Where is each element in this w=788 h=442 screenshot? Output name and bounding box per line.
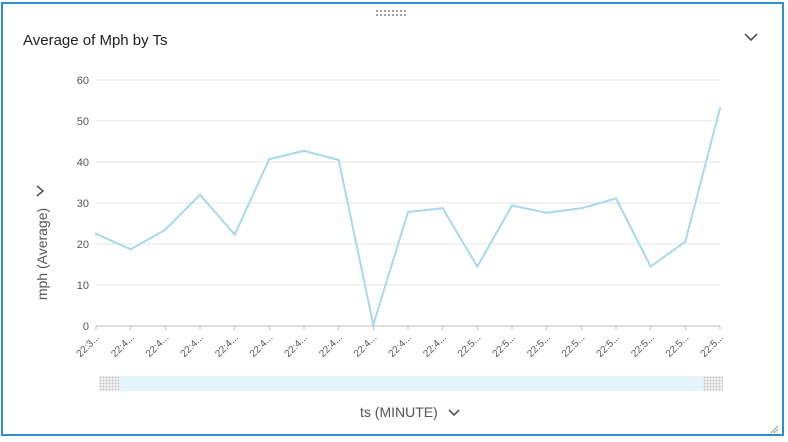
y-tick-label: 30 bbox=[77, 198, 89, 210]
data-point bbox=[302, 149, 306, 153]
x-tick-label: 22:5... bbox=[664, 332, 691, 359]
data-point bbox=[718, 107, 722, 110]
x-tick-label: 22:5... bbox=[560, 332, 587, 359]
x-tick-label: 22:5... bbox=[699, 332, 726, 359]
y-tick-label: 0 bbox=[83, 321, 89, 333]
x-tick-label: 22:4... bbox=[213, 332, 240, 359]
chevron-down-icon[interactable] bbox=[741, 29, 761, 45]
x-tick-label: 22:4... bbox=[109, 332, 136, 359]
data-point bbox=[476, 265, 479, 268]
x-tick-label: 22:3... bbox=[75, 332, 102, 359]
x-tick-label: 22:4... bbox=[387, 332, 414, 359]
x-tick-label: 22:4... bbox=[317, 332, 344, 359]
x-tick-label: 22:4... bbox=[421, 332, 448, 359]
chart-title: Average of Mph by Ts bbox=[23, 32, 168, 49]
y-axis-title[interactable]: mph (Average) bbox=[34, 207, 50, 301]
data-point bbox=[268, 157, 271, 161]
data-point bbox=[545, 211, 548, 215]
chevron-down-icon[interactable] bbox=[445, 406, 463, 420]
data-point bbox=[94, 232, 98, 235]
data-point bbox=[684, 240, 687, 243]
x-tick-label: 22:4... bbox=[248, 332, 275, 359]
data-point bbox=[372, 323, 375, 326]
x-tick-label: 22:5... bbox=[525, 332, 552, 359]
chart-panel: Average of Mph by Ts 0 10 20 30 40 50 60 22:3..… bbox=[1, 2, 784, 436]
data-point bbox=[337, 158, 340, 162]
data-point bbox=[614, 197, 618, 200]
x-tick-label: 22:4... bbox=[352, 332, 379, 359]
x-axis-title[interactable]: ts (MINUTE) bbox=[360, 404, 438, 420]
y-tick-label: 60 bbox=[77, 75, 89, 87]
x-tick-label: 22:5... bbox=[491, 332, 518, 359]
scrollbar-right-handle[interactable] bbox=[703, 376, 723, 391]
x-tick-label: 22:5... bbox=[456, 332, 483, 359]
x-tick-label: 22:4... bbox=[179, 332, 206, 359]
data-point bbox=[233, 233, 236, 236]
data-point bbox=[406, 210, 410, 214]
x-tick-label: 22:5... bbox=[629, 332, 656, 359]
x-tick-label: 22:5... bbox=[595, 332, 622, 359]
chevron-right-icon[interactable] bbox=[33, 182, 47, 200]
x-tick-label: 22:4... bbox=[144, 332, 171, 359]
data-point bbox=[198, 193, 202, 196]
y-tick-label: 40 bbox=[77, 157, 89, 169]
scrollbar-thumb[interactable] bbox=[119, 376, 703, 391]
scrollbar-left-handle[interactable] bbox=[99, 376, 119, 391]
data-point bbox=[649, 265, 652, 268]
y-tick-label: 10 bbox=[77, 280, 89, 292]
data-point bbox=[441, 207, 444, 210]
x-axis-scrollbar[interactable] bbox=[99, 376, 723, 391]
data-point bbox=[129, 248, 132, 251]
line-chart: 0 10 20 30 40 50 60 22:3... 22:4... 22:4... 22:4..… bbox=[75, 75, 726, 360]
x-tick-label: 22:4... bbox=[283, 332, 310, 359]
series-line bbox=[95, 108, 721, 326]
drag-handle-icon[interactable] bbox=[375, 9, 407, 17]
y-tick-label: 50 bbox=[77, 116, 89, 128]
data-point bbox=[164, 228, 167, 231]
resize-grip-icon[interactable] bbox=[769, 424, 779, 434]
y-tick-label: 20 bbox=[77, 239, 89, 251]
data-point bbox=[580, 207, 583, 210]
data-point bbox=[510, 204, 514, 207]
